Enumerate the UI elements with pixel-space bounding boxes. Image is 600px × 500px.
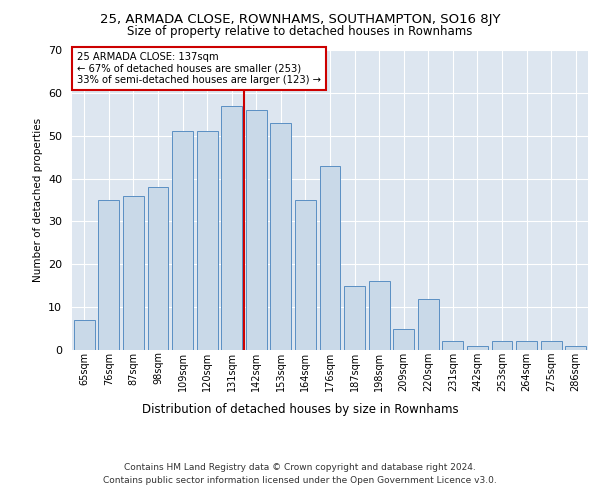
Bar xyxy=(98,200,119,350)
Text: 25 ARMADA CLOSE: 137sqm
← 67% of detached houses are smaller (253)
33% of semi-d: 25 ARMADA CLOSE: 137sqm ← 67% of detache… xyxy=(77,52,321,86)
Bar xyxy=(467,346,488,350)
Bar xyxy=(172,132,193,350)
Bar xyxy=(148,187,169,350)
Bar xyxy=(74,320,95,350)
Bar xyxy=(221,106,242,350)
Bar xyxy=(271,123,292,350)
Bar xyxy=(442,342,463,350)
Bar xyxy=(418,298,439,350)
Text: 25, ARMADA CLOSE, ROWNHAMS, SOUTHAMPTON, SO16 8JY: 25, ARMADA CLOSE, ROWNHAMS, SOUTHAMPTON,… xyxy=(100,12,500,26)
Bar xyxy=(295,200,316,350)
Bar xyxy=(344,286,365,350)
Bar xyxy=(541,342,562,350)
Bar xyxy=(197,132,218,350)
Y-axis label: Number of detached properties: Number of detached properties xyxy=(32,118,43,282)
Bar xyxy=(516,342,537,350)
Text: Size of property relative to detached houses in Rownhams: Size of property relative to detached ho… xyxy=(127,25,473,38)
Text: Contains public sector information licensed under the Open Government Licence v3: Contains public sector information licen… xyxy=(103,476,497,485)
Bar xyxy=(565,346,586,350)
Bar xyxy=(393,328,414,350)
Text: Distribution of detached houses by size in Rownhams: Distribution of detached houses by size … xyxy=(142,402,458,415)
Bar xyxy=(123,196,144,350)
Bar xyxy=(320,166,340,350)
Bar xyxy=(368,282,389,350)
Bar xyxy=(246,110,267,350)
Text: Contains HM Land Registry data © Crown copyright and database right 2024.: Contains HM Land Registry data © Crown c… xyxy=(124,462,476,471)
Bar xyxy=(491,342,512,350)
